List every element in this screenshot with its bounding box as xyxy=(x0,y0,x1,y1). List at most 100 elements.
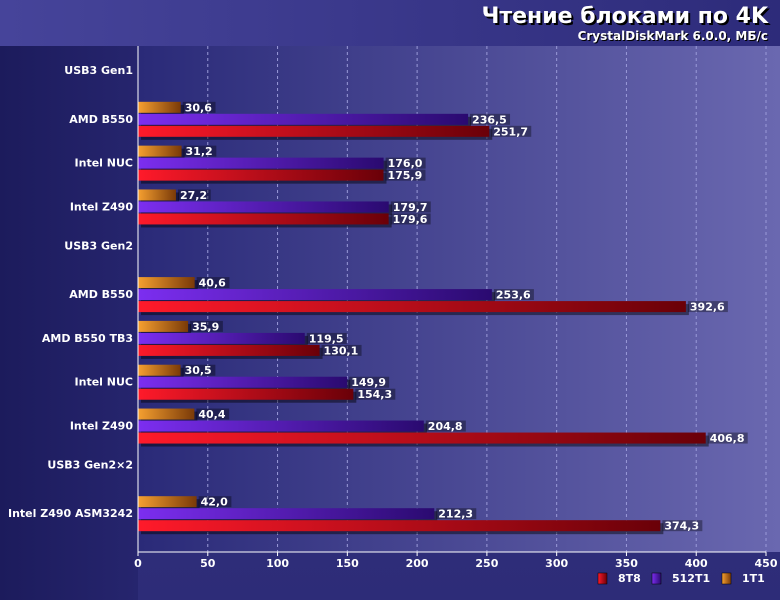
bar-512T1 xyxy=(138,376,348,388)
data-label: 154,3 xyxy=(357,388,392,401)
data-label: 236,5 xyxy=(472,113,507,126)
x-tick-label: 100 xyxy=(266,557,289,570)
data-label: 35,9 xyxy=(192,320,219,333)
data-label-bg xyxy=(470,113,511,125)
data-label-bg xyxy=(385,169,426,181)
bar-512T1 xyxy=(138,201,389,213)
data-label-bg xyxy=(493,289,534,301)
legend-label: 1T1 xyxy=(742,572,765,585)
category-label: USB3 Gen2 xyxy=(64,239,133,252)
bar-1T1 xyxy=(138,277,195,289)
category-label: Intel Z490 xyxy=(70,420,134,433)
data-label: 42,0 xyxy=(201,496,228,509)
x-tick-label: 350 xyxy=(615,557,638,570)
category-label: Intel Z490 ASM3242 xyxy=(8,507,133,520)
bar-1T1 xyxy=(138,189,176,201)
bar-8T8 xyxy=(138,169,384,181)
data-label-bg xyxy=(198,496,232,508)
bar-8T8 xyxy=(138,520,661,532)
data-label-bg xyxy=(182,364,216,376)
bar-1T1 xyxy=(138,496,197,508)
data-label-bg xyxy=(436,508,477,520)
data-label-bg xyxy=(425,420,466,432)
data-label-bg xyxy=(306,332,347,344)
bar-1T1 xyxy=(138,408,195,420)
data-label: 253,6 xyxy=(496,289,531,302)
x-tick-label: 250 xyxy=(475,557,498,570)
data-label: 204,8 xyxy=(428,420,463,433)
x-axis: 0 50 100 150 200 250 300 350 400 450 xyxy=(134,46,778,570)
data-label-bg xyxy=(349,376,390,388)
data-label-bg xyxy=(707,432,748,444)
bar-1T1 xyxy=(138,101,181,113)
data-label-bg xyxy=(196,277,230,289)
category-label: USB3 Gen1 xyxy=(64,64,133,77)
data-label: 176,0 xyxy=(388,157,423,170)
bar-512T1 xyxy=(138,113,469,125)
data-label-bg xyxy=(687,301,728,313)
bar-512T1 xyxy=(138,508,435,520)
data-label-bg xyxy=(321,344,362,356)
data-label: 392,6 xyxy=(690,301,725,314)
bar-1T1 xyxy=(138,320,189,332)
data-label-bg xyxy=(177,189,211,201)
left-panel xyxy=(0,46,138,600)
x-tick-label: 450 xyxy=(755,557,778,570)
x-tick-label: 50 xyxy=(200,557,216,570)
data-label: 179,6 xyxy=(393,213,428,226)
legend: 8T8 512T1 1T1 xyxy=(597,572,765,585)
category-label: Intel NUC xyxy=(75,376,133,389)
data-label-bg xyxy=(182,101,216,113)
data-label-bg xyxy=(183,145,217,157)
category-label: AMD B550 xyxy=(69,288,133,301)
legend-label: 512T1 xyxy=(672,572,710,585)
x-tick-label: 200 xyxy=(406,557,429,570)
data-label: 130,1 xyxy=(324,344,359,357)
category-labels: USB3 Gen1 AMD B550 Intel NUC Intel Z490 USB3… xyxy=(8,64,133,520)
legend-swatch xyxy=(597,572,608,585)
bar-8T8 xyxy=(138,388,354,400)
category-label: Intel NUC xyxy=(75,157,133,170)
x-tick-label: 150 xyxy=(336,557,359,570)
x-tick-label: 0 xyxy=(134,557,142,570)
data-label: 212,3 xyxy=(438,508,473,521)
legend-label: 8T8 xyxy=(618,572,641,585)
x-tick-label: 400 xyxy=(685,557,708,570)
data-label: 374,3 xyxy=(664,520,699,533)
data-label: 40,6 xyxy=(199,277,226,290)
data-label: 179,7 xyxy=(393,201,428,214)
bar-1T1 xyxy=(138,145,182,157)
x-tick-label: 300 xyxy=(545,557,568,570)
data-label-bg xyxy=(355,388,396,400)
bar-1T1 xyxy=(138,364,181,376)
data-label: 27,2 xyxy=(180,189,207,202)
bar-8T8 xyxy=(138,344,320,356)
bar-8T8 xyxy=(138,432,706,444)
bar-512T1 xyxy=(138,420,424,432)
data-label: 251,7 xyxy=(493,125,528,138)
data-label-bg xyxy=(390,213,431,225)
bar-8T8 xyxy=(138,213,389,225)
bar-512T1 xyxy=(138,157,384,169)
data-label: 30,5 xyxy=(185,364,212,377)
data-label: 149,9 xyxy=(351,376,386,389)
bar-512T1 xyxy=(138,289,492,301)
bar-8T8 xyxy=(138,125,490,137)
data-label-bg xyxy=(491,125,532,137)
data-label-bg xyxy=(390,201,431,213)
data-label: 119,5 xyxy=(309,332,344,345)
data-label-bg xyxy=(385,157,426,169)
bar-8T8 xyxy=(138,301,686,313)
data-label: 31,2 xyxy=(186,145,213,158)
chart-title: Чтение блоками по 4K xyxy=(481,4,768,29)
data-label-bg xyxy=(196,408,230,420)
data-label: 406,8 xyxy=(710,432,745,445)
data-label: 30,6 xyxy=(185,101,212,114)
category-label: Intel Z490 xyxy=(70,200,134,213)
data-label-bg xyxy=(190,320,223,332)
legend-swatch xyxy=(651,572,662,585)
legend-swatch xyxy=(721,572,732,585)
data-label: 175,9 xyxy=(387,169,422,182)
